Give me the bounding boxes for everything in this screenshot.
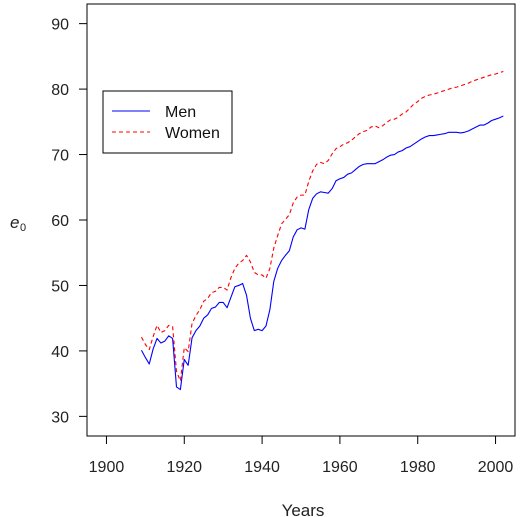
y-tick-label: 50: [51, 278, 69, 295]
x-tick-label: 1960: [322, 459, 358, 476]
x-tick-label: 1920: [166, 459, 202, 476]
y-tick-label: 80: [51, 82, 69, 99]
y-tick-label: 70: [51, 148, 69, 165]
series-line-women: [140, 70, 504, 382]
legend-label-men: Men: [165, 104, 196, 121]
y-axis-title: e: [10, 213, 19, 232]
x-axis-title: Years: [282, 501, 325, 517]
series-group: [140, 70, 504, 391]
plot-frame: [86, 3, 516, 437]
x-tick-label: 2000: [478, 459, 514, 476]
x-tick-label: 1940: [244, 459, 280, 476]
legend: Men Women: [102, 90, 233, 154]
y-tick-label: 90: [51, 17, 69, 34]
legend-box: [102, 90, 233, 154]
y-axis-title-subscript: 0: [20, 222, 26, 234]
y-tick-label: 60: [51, 213, 69, 230]
axes: 1900 1920 1940 1960 1980 2000 30 40 50 60 70 80 90: [51, 17, 513, 476]
y-tick-label: 30: [51, 409, 69, 426]
legend-label-women: Women: [165, 125, 220, 142]
x-tick-label: 1980: [400, 459, 436, 476]
series-line-men: [140, 115, 504, 391]
y-tick-label: 40: [51, 344, 69, 361]
x-tick-label: 1900: [89, 459, 125, 476]
